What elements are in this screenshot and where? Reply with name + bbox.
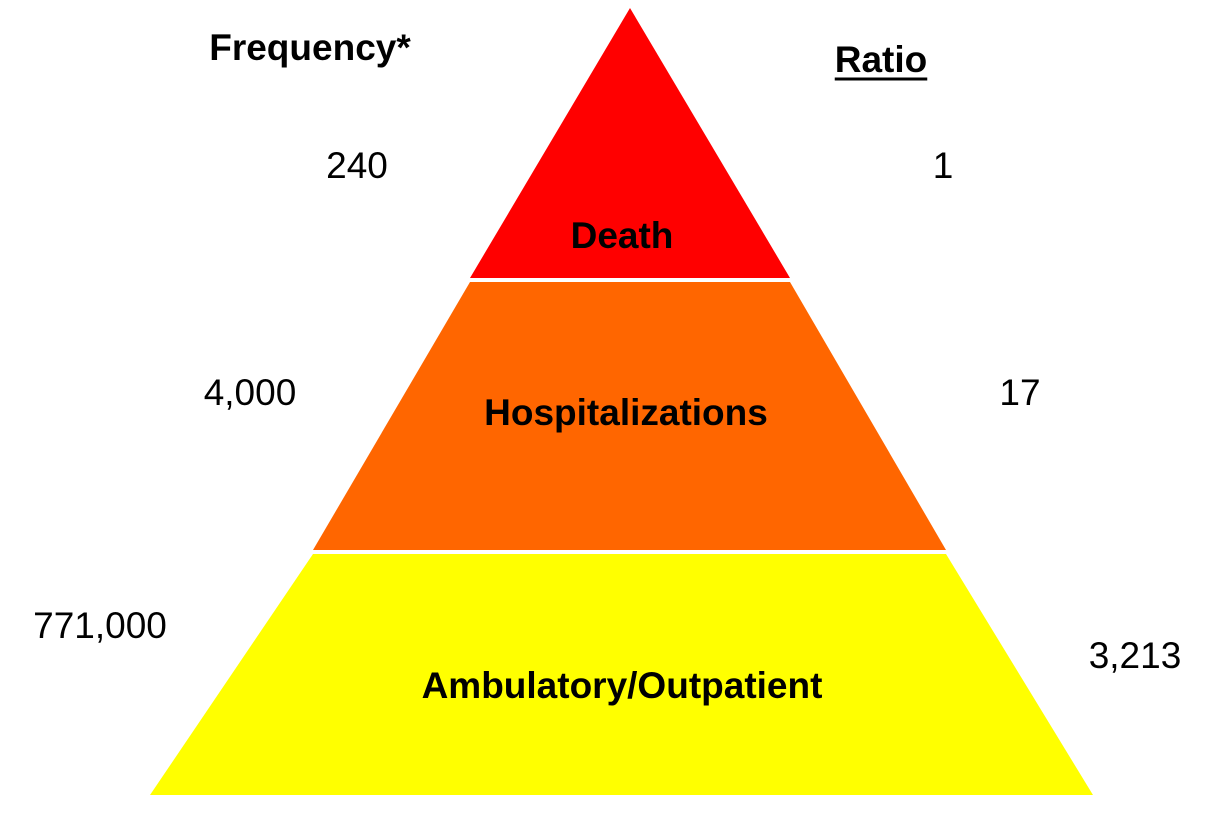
frequency-value: 771,000 <box>33 605 167 646</box>
hospitalizations-tier <box>313 282 946 550</box>
ratio-value: 1 <box>933 145 954 186</box>
death-tier <box>470 8 790 278</box>
ratio-value: 17 <box>999 372 1040 413</box>
level-label: Ambulatory/Outpatient <box>422 665 823 706</box>
frequency-value: 4,000 <box>204 372 297 413</box>
ratio-value: 3,213 <box>1089 635 1182 676</box>
frequency-header: Frequency* <box>209 27 411 68</box>
ambulatory-tier <box>150 554 1093 795</box>
level-label: Hospitalizations <box>484 392 768 433</box>
frequency-value: 240 <box>326 145 388 186</box>
level-label: Death <box>571 215 674 256</box>
ratio-header: Ratio <box>835 39 928 80</box>
